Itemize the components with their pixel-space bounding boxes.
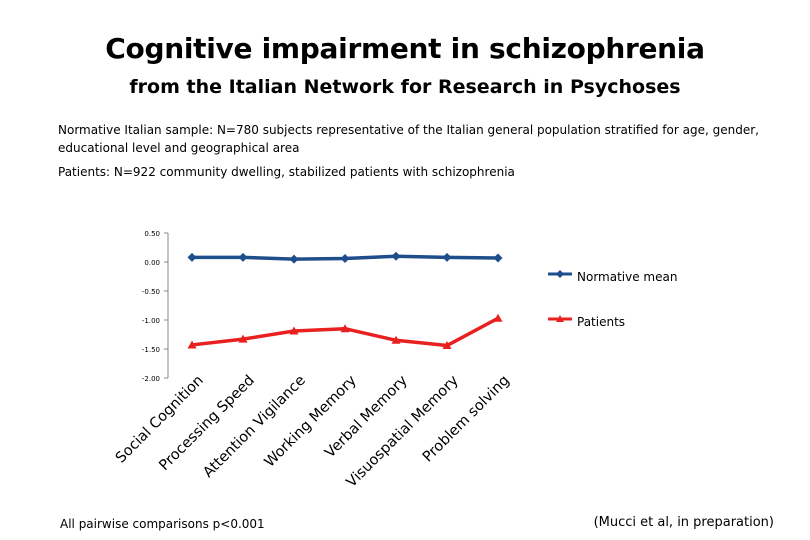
- data-point-normative: [391, 251, 401, 261]
- data-point-patients: [289, 326, 299, 335]
- y-tick-label: -1.00: [142, 317, 160, 325]
- page-title: Cognitive impairment in schizophrenia: [105, 32, 705, 65]
- data-point-patients: [493, 313, 503, 322]
- sample-description: Normative Italian sample: N=780 subjects…: [58, 123, 759, 155]
- data-point-patients: [442, 341, 452, 350]
- legend-marker: [556, 315, 564, 322]
- data-point-patients: [187, 340, 197, 349]
- page-subtitle: from the Italian Network for Research in…: [129, 76, 681, 98]
- data-point-normative: [442, 252, 452, 262]
- data-point-normative: [493, 253, 503, 263]
- x-category-label: Processing Speed: [156, 373, 257, 474]
- footnote-comparisons: All pairwise comparisons p<0.001: [60, 517, 265, 531]
- citation: (Mucci et al, in preparation): [593, 515, 774, 530]
- x-category-label: Social Cognition: [113, 373, 207, 467]
- y-tick-label: 0.50: [144, 230, 160, 238]
- data-point-patients: [391, 335, 401, 344]
- data-point-patients: [238, 334, 248, 343]
- y-tick-label: -1.50: [142, 346, 160, 354]
- data-point-normative: [340, 254, 350, 264]
- x-category-label: Working Memory: [262, 372, 360, 470]
- x-category-label: Attention Vigilance: [200, 372, 309, 481]
- data-point-patients: [340, 324, 350, 333]
- x-category-label: Problem solving: [420, 373, 513, 466]
- patients-description: Patients: N=922 community dwelling, stab…: [58, 165, 515, 179]
- legend-label: Patients: [577, 315, 625, 329]
- y-tick-label: 0.00: [144, 259, 160, 267]
- legend-label: Normative mean: [577, 270, 677, 284]
- legend-marker: [556, 270, 564, 278]
- y-tick-label: -0.50: [142, 288, 160, 296]
- data-point-normative: [289, 254, 299, 264]
- data-point-normative: [187, 252, 197, 262]
- data-point-normative: [238, 252, 248, 262]
- y-tick-label: -2.00: [142, 375, 160, 383]
